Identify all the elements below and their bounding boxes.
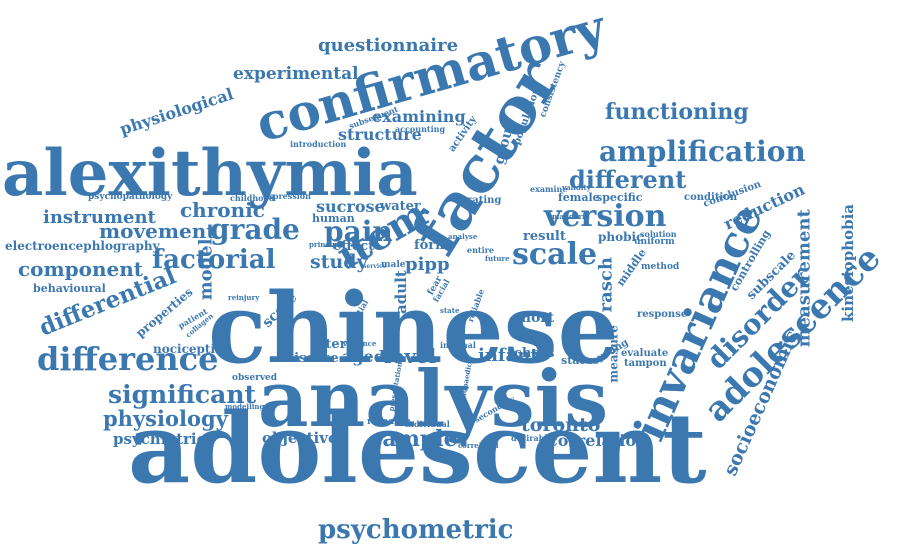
cloud-word-chinese: chinese: [208, 272, 619, 386]
cloud-word-toronto: toronto: [521, 413, 601, 436]
cloud-word-significant: significant: [108, 380, 257, 409]
cloud-word-measurement: measurement: [793, 208, 815, 347]
cloud-word-adolescent: adolescent: [128, 392, 707, 506]
cloud-word-questionnaire: questionnaire: [318, 34, 459, 56]
cloud-word-reinjury: reinjury: [228, 293, 260, 303]
cloud-word-alexithymia: alexithymia: [2, 135, 418, 211]
cloud-word-level: level: [384, 344, 437, 368]
cloud-word-difference: difference: [37, 340, 219, 379]
cloud-word-chsas: chsas: [514, 345, 555, 361]
cloud-word-sucrose: sucrose: [316, 197, 385, 217]
cloud-word-principal: principal: [309, 240, 345, 250]
cloud-word-study: study: [310, 250, 368, 273]
cloud-word-desirable: desirable: [511, 432, 553, 443]
cloud-word-examine: examine: [530, 183, 568, 194]
cloud-word-validity: validity: [562, 183, 591, 193]
cloud-word-different: different: [569, 164, 687, 194]
cloud-word-sterile: sterile: [318, 336, 365, 352]
cloud-word-chronic: chronic: [180, 198, 265, 222]
cloud-word-kinesiophobia: kinesiophobia: [839, 204, 857, 322]
cloud-word-correlated: correlated: [458, 441, 499, 451]
cloud-word-pipp: pipp: [405, 253, 450, 275]
cloud-word-infant: infant: [478, 344, 539, 366]
cloud-word-method: method: [641, 261, 680, 272]
cloud-word-observed: observed: [232, 372, 278, 383]
cloud-word-condition: condition: [684, 192, 738, 203]
cloud-word-pain: pain: [324, 214, 393, 248]
cloud-word-service: service: [363, 263, 387, 271]
cloud-word-research: research: [367, 416, 411, 427]
cloud-word-behavioural: behavioural: [33, 282, 106, 296]
cloud-word-component: component: [18, 257, 144, 281]
cloud-word-result: result: [523, 228, 566, 244]
cloud-word-physiology: physiology: [103, 406, 228, 432]
cloud-word-childhood: childhood: [230, 192, 275, 203]
cloud-word-movement: movement: [99, 219, 216, 243]
cloud-word-disease: disease: [285, 350, 339, 366]
cloud-word-form: form: [414, 237, 449, 253]
cloud-word-analyse: analyse: [448, 232, 478, 242]
cloud-word-introduction: introduction: [290, 138, 347, 149]
cloud-word-objective: objective: [262, 429, 338, 447]
cloud-word-version: version: [544, 199, 667, 234]
cloud-word-accounting: accounting: [395, 123, 446, 134]
cloud-word-grade: grade: [210, 212, 300, 246]
cloud-word-mandarin: mandarin: [552, 212, 590, 222]
cloud-word-electroencephlography: electroencephlography: [5, 239, 160, 254]
cloud-word-factorial: factorial: [152, 245, 276, 276]
cloud-word-water: water: [380, 198, 421, 214]
cloud-word-analysis: analysis: [258, 353, 609, 445]
cloud-word-instrument: instrument: [43, 206, 156, 228]
cloud-word-amplification: amplification: [599, 134, 806, 168]
cloud-word-tampon: tampon: [624, 358, 667, 369]
cloud-word-aged: aged: [342, 347, 385, 367]
cloud-word-variance: variance: [343, 339, 377, 349]
cloud-word-rasch: rasch: [595, 256, 617, 312]
cloud-word-specific: specific: [596, 191, 643, 205]
cloud-word-functioning: functioning: [605, 99, 749, 126]
cloud-word-psychiatric: psychiatric: [113, 430, 206, 448]
cloud-word-examining: examining: [372, 107, 466, 127]
cloud-word-status: status: [561, 354, 599, 368]
cloud-word-adult: adult: [392, 270, 410, 314]
cloud-word-nociceptive: nociceptive: [153, 342, 230, 357]
cloud-word-structure: structure: [338, 125, 422, 145]
cloud-word-evaluate: evaluate: [621, 348, 669, 359]
cloud-word-psychometric: psychometric: [318, 515, 514, 546]
cloud-word-female: female: [558, 191, 600, 205]
cloud-word-psychopathology: psychopathology: [88, 191, 173, 202]
cloud-word-future: future: [485, 254, 510, 264]
cloud-word-uniform: uniform: [634, 236, 675, 247]
cloud-word-state: state: [440, 306, 460, 316]
cloud-word-sample: sample: [370, 426, 458, 453]
cloud-word-individual: individual: [405, 418, 450, 429]
cloud-word-phobic: phobic: [598, 230, 644, 245]
cloud-word-rating: rating: [467, 195, 502, 206]
cloud-word-correlation: correlation: [548, 431, 648, 451]
cloud-word-physiological: physiological: [117, 84, 236, 139]
cloud-word-short: short: [513, 309, 555, 326]
cloud-word-expression: expression: [263, 190, 311, 201]
cloud-word-experimental: experimental: [233, 64, 359, 85]
cloud-word-solution: solution: [640, 228, 677, 239]
cloud-word-human: human: [312, 212, 355, 226]
cloud-word-modelling: modelling: [225, 402, 265, 412]
cloud-word-effect: effect: [333, 238, 375, 254]
cloud-word-entire: entire: [467, 244, 494, 255]
cloud-word-scale: scale: [512, 237, 598, 272]
cloud-word-response: response: [637, 309, 688, 320]
cloud-word-male: male: [381, 259, 406, 270]
cloud-word-model: model: [195, 238, 217, 300]
cloud-word-internal: internal: [440, 339, 476, 350]
